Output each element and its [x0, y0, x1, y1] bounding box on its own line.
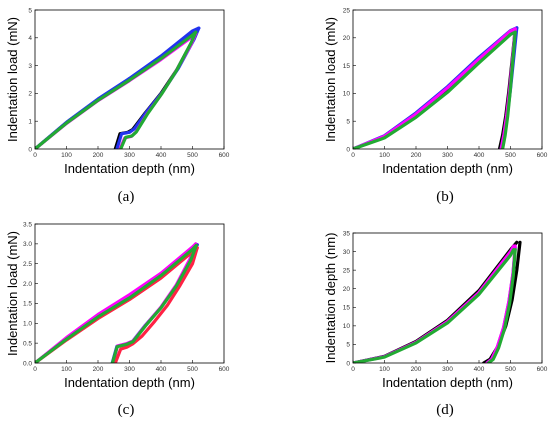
x-tick-label: 200: [411, 152, 422, 159]
x-tick-label: 600: [219, 152, 230, 159]
y-tick-label: 2: [28, 91, 32, 98]
series-3-loading-line: [35, 30, 198, 149]
x-axis-label: Indentation depth (nm): [382, 161, 513, 176]
x-tick-label: 500: [187, 152, 198, 159]
x-tick-label: 400: [156, 366, 167, 373]
x-tick-label: 100: [379, 366, 390, 373]
y-tick-label: 10: [343, 323, 351, 330]
y-tick-label: 3.0: [23, 241, 32, 248]
x-tick-label: 500: [505, 152, 516, 159]
x-axis-label: Indentation depth (nm): [64, 375, 195, 390]
chart-panel-3: 0 100 200 300 400 500 600 0 5 10 15 20 25 30 35 Indenta…: [323, 230, 548, 418]
series-group: [35, 242, 199, 363]
y-tick-label: 2.5: [23, 261, 32, 268]
y-tick-label: 10: [343, 91, 351, 98]
y-tick-label: 20: [343, 286, 351, 293]
series-3-unloading-line: [119, 30, 198, 149]
panel-label: (c): [118, 402, 135, 418]
x-tick-label: 500: [187, 366, 198, 373]
series-0-loading-line: [353, 240, 519, 363]
series-1-loading-line: [353, 246, 516, 363]
y-axis-label: Indentation load (mN): [323, 17, 338, 142]
y-tick-label: 15: [343, 305, 351, 312]
y-tick-label: 0: [346, 360, 350, 367]
x-tick-label: 300: [124, 152, 135, 159]
series-3-loading-line: [353, 248, 516, 363]
y-tick-label: 1: [28, 119, 32, 126]
x-tick-label: 100: [61, 366, 72, 373]
panel-label: (b): [436, 189, 454, 205]
y-axis-label: Indentation load (mN): [5, 231, 20, 356]
chart-panel-2: 0 100 200 300 400 500 600 0.0 0.5 1.0 1.5 2.0 2.5 3.0…: [5, 221, 230, 418]
series-3-unloading-line: [486, 248, 517, 363]
y-tick-label: 1.5: [23, 301, 32, 308]
y-tick-label: 4: [28, 35, 32, 42]
y-tick-label: 1.0: [23, 321, 32, 328]
x-tick-label: 400: [474, 366, 485, 373]
x-tick-label: 100: [379, 152, 390, 159]
y-tick-label: 0: [28, 146, 32, 153]
y-tick-label: 5: [28, 7, 32, 14]
y-tick-label: 15: [343, 63, 351, 70]
x-tick-label: 300: [442, 152, 453, 159]
x-tick-label: 0: [33, 152, 37, 159]
y-tick-label: 25: [343, 7, 351, 14]
series-2-loading-line: [353, 27, 517, 149]
series-2-loading-line: [353, 244, 516, 363]
y-tick-label: 0.5: [23, 340, 32, 347]
x-axis-label: Indentation depth (nm): [64, 161, 195, 176]
y-tick-label: 20: [343, 35, 351, 42]
chart-panel-1: 0 100 200 300 400 500 600 0 5 10 15 20 25 Indentation…: [323, 7, 548, 205]
x-tick-label: 200: [93, 366, 104, 373]
x-tick-label: 300: [124, 366, 135, 373]
x-tick-label: 200: [93, 152, 104, 159]
y-tick-label: 3: [28, 63, 32, 70]
x-tick-label: 600: [219, 366, 230, 373]
y-tick-label: 35: [343, 230, 351, 237]
panel-label: (d): [436, 402, 454, 418]
series-3-unloading-line: [501, 30, 517, 149]
y-axis-label: Indentation load (mN): [5, 17, 20, 142]
x-tick-label: 600: [537, 366, 548, 373]
series-1-unloading-line: [115, 26, 201, 149]
y-tick-label: 30: [343, 249, 351, 256]
series-3-loading-line: [35, 243, 198, 363]
series-3-unloading-line: [110, 243, 198, 363]
y-tick-label: 5: [346, 119, 350, 126]
y-tick-label: 0: [346, 146, 350, 153]
x-tick-label: 0: [33, 366, 37, 373]
y-tick-label: 25: [343, 267, 351, 274]
x-tick-label: 300: [442, 366, 453, 373]
x-tick-label: 0: [351, 366, 355, 373]
series-2-unloading-line: [113, 246, 199, 363]
x-tick-label: 200: [411, 366, 422, 373]
x-tick-label: 100: [61, 152, 72, 159]
x-tick-label: 400: [156, 152, 167, 159]
x-axis-label: Indentation depth (nm): [382, 375, 513, 390]
series-group: [35, 26, 201, 149]
panel-label: (a): [118, 189, 135, 205]
x-tick-label: 500: [505, 366, 516, 373]
y-tick-label: 0.0: [23, 360, 32, 367]
x-tick-label: 600: [537, 152, 548, 159]
x-tick-label: 400: [474, 152, 485, 159]
y-tick-label: 3.5: [23, 221, 32, 228]
x-tick-label: 0: [351, 152, 355, 159]
y-tick-label: 2.0: [23, 281, 32, 288]
chart-panel-0: 0 100 200 300 400 500 600 0 1 2 3 4 5 Indentation dep…: [5, 7, 230, 205]
series-group: [353, 26, 519, 149]
series-group: [353, 240, 522, 363]
series-3-loading-line: [353, 30, 517, 149]
y-axis-label: Indentation depth (nm): [323, 233, 338, 364]
y-tick-label: 5: [346, 342, 350, 349]
